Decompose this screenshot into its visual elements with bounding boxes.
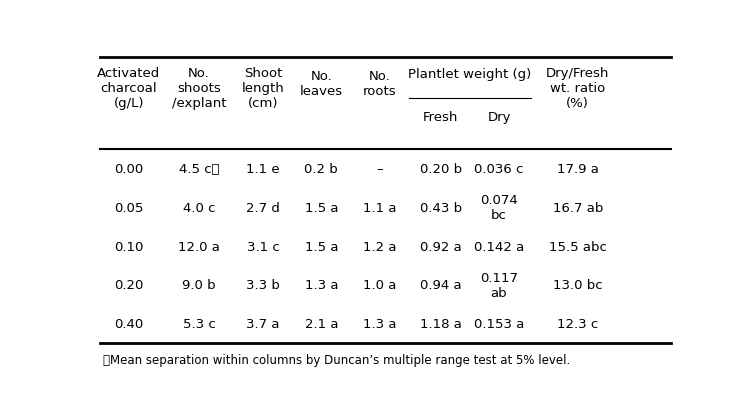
Text: Plantlet weight (g): Plantlet weight (g) [408, 68, 532, 81]
Text: 0.20: 0.20 [114, 279, 144, 292]
Text: 0.05: 0.05 [114, 201, 144, 215]
Text: 1.2 a: 1.2 a [362, 240, 396, 253]
Text: No.
shoots
/explant: No. shoots /explant [171, 67, 226, 110]
Text: 0.117
ab: 0.117 ab [480, 271, 518, 299]
Text: 0.43 b: 0.43 b [420, 201, 462, 215]
Text: 0.036 c: 0.036 c [475, 163, 523, 176]
Text: 1.3 a: 1.3 a [362, 317, 396, 330]
Text: 0.2 b: 0.2 b [305, 163, 338, 176]
Text: 0.153 a: 0.153 a [474, 317, 524, 330]
Text: 0.142 a: 0.142 a [474, 240, 524, 253]
Text: –: – [376, 163, 383, 176]
Text: 0.00: 0.00 [114, 163, 144, 176]
Text: 16.7 ab: 16.7 ab [553, 201, 603, 215]
Text: 12.0 a: 12.0 a [178, 240, 220, 253]
Text: Activated
charcoal
(g/L): Activated charcoal (g/L) [97, 67, 161, 110]
Text: 9.0 b: 9.0 b [182, 279, 216, 292]
Text: 1.5 a: 1.5 a [305, 201, 338, 215]
Text: 4.5 cᴥ: 4.5 cᴥ [178, 163, 220, 176]
Text: Dry/Fresh
wt. ratio
(%): Dry/Fresh wt. ratio (%) [546, 67, 609, 110]
Text: 3.3 b: 3.3 b [246, 279, 280, 292]
Text: ᴥMean separation within columns by Duncan’s multiple range test at 5% level.: ᴥMean separation within columns by Dunca… [103, 354, 570, 367]
Text: 3.1 c: 3.1 c [247, 240, 280, 253]
Text: 0.94 a: 0.94 a [420, 279, 462, 292]
Text: 15.5 abc: 15.5 abc [549, 240, 607, 253]
Text: 0.20 b: 0.20 b [420, 163, 462, 176]
Text: 1.1 e: 1.1 e [246, 163, 280, 176]
Text: 0.10: 0.10 [114, 240, 144, 253]
Text: 12.3 c: 12.3 c [557, 317, 599, 330]
Text: 1.1 a: 1.1 a [362, 201, 396, 215]
Text: Dry: Dry [487, 111, 511, 124]
Text: 1.18 a: 1.18 a [420, 317, 462, 330]
Text: 1.3 a: 1.3 a [305, 279, 338, 292]
Text: 2.7 d: 2.7 d [246, 201, 280, 215]
Text: 4.0 c: 4.0 c [183, 201, 215, 215]
Text: Fresh: Fresh [423, 111, 459, 124]
Text: 0.92 a: 0.92 a [420, 240, 462, 253]
Text: 2.1 a: 2.1 a [305, 317, 338, 330]
Text: 0.40: 0.40 [114, 317, 144, 330]
Text: 1.5 a: 1.5 a [305, 240, 338, 253]
Text: 0.074
bc: 0.074 bc [481, 194, 518, 222]
Text: Shoot
length
(cm): Shoot length (cm) [241, 67, 284, 110]
Text: 5.3 c: 5.3 c [183, 317, 215, 330]
Text: No.
leaves: No. leaves [300, 70, 343, 97]
Text: No.
roots: No. roots [362, 70, 396, 97]
Text: 1.0 a: 1.0 a [363, 279, 396, 292]
Text: 13.0 bc: 13.0 bc [553, 279, 602, 292]
Text: 17.9 a: 17.9 a [556, 163, 599, 176]
Text: 3.7 a: 3.7 a [246, 317, 280, 330]
